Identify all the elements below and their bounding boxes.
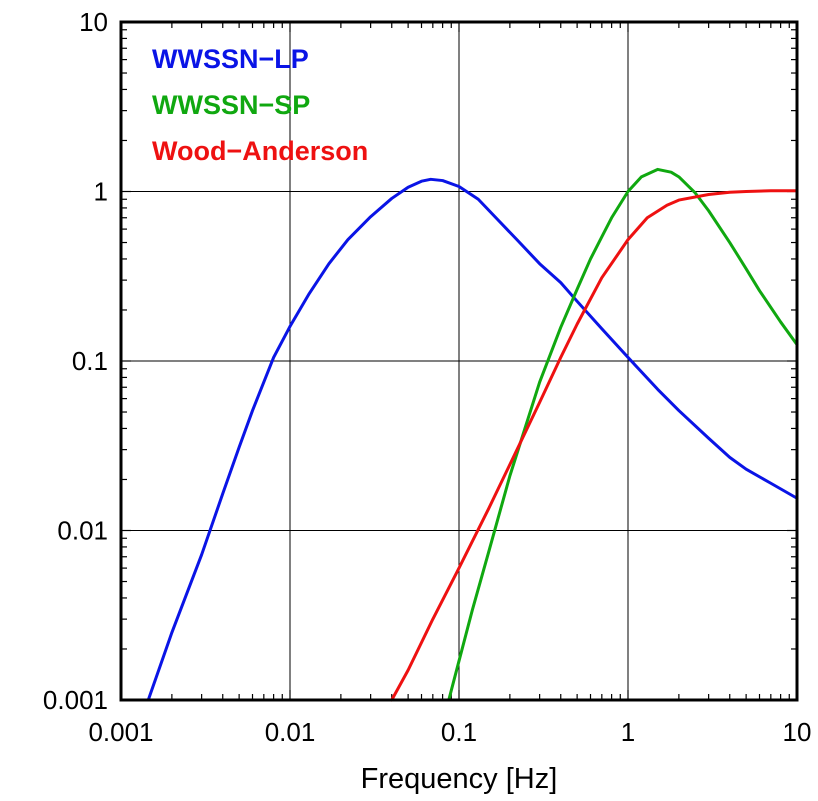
grid-lines bbox=[120, 21, 798, 701]
x-tick-label: 1 bbox=[621, 717, 635, 747]
series-line-0 bbox=[146, 177, 799, 702]
y-tick-label: 0.001 bbox=[43, 685, 108, 715]
y-tick-label: 10 bbox=[79, 7, 108, 37]
y-tick-labels: 0.001 0.01 0.1 1 10 bbox=[43, 7, 108, 715]
legend: WWSSN−LP WWSSN−SP Wood−Anderson bbox=[152, 44, 368, 166]
plot-frame bbox=[119, 20, 799, 702]
series-lines bbox=[146, 167, 799, 702]
legend-entry-2: Wood−Anderson bbox=[152, 136, 368, 166]
x-axis-title: Frequency [Hz] bbox=[361, 763, 558, 795]
x-tick-label: 0.1 bbox=[441, 717, 477, 747]
y-tick-label: 0.1 bbox=[72, 346, 108, 376]
x-tick-label: 0.001 bbox=[88, 717, 153, 747]
series-line-2 bbox=[390, 189, 799, 702]
legend-entry-1: WWSSN−SP bbox=[152, 90, 310, 120]
x-tick-labels: 0.001 0.01 0.1 1 10 bbox=[88, 717, 811, 747]
y-tick-label: 0.01 bbox=[57, 516, 108, 546]
x-tick-label: 10 bbox=[783, 717, 812, 747]
legend-entry-0: WWSSN−LP bbox=[152, 44, 309, 74]
series-line-1 bbox=[447, 167, 799, 702]
x-tick-label: 0.01 bbox=[265, 717, 316, 747]
y-tick-label: 1 bbox=[94, 177, 108, 207]
